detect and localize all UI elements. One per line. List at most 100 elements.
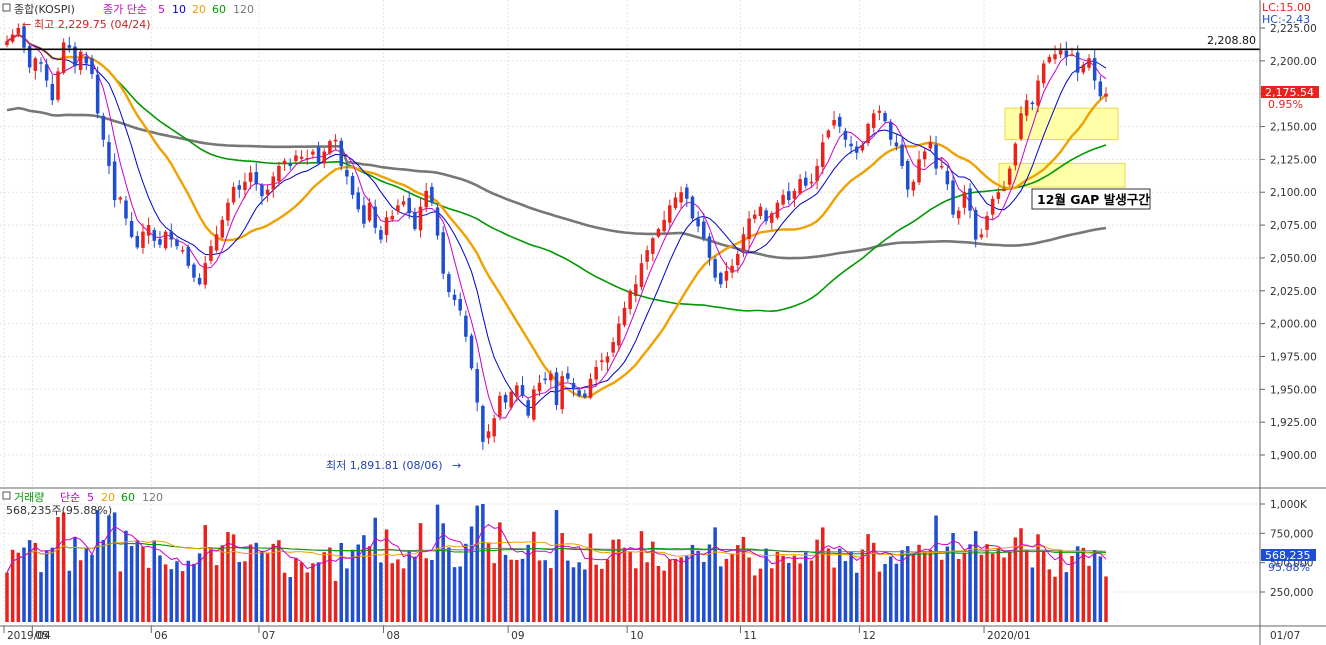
candle-up [10, 34, 15, 42]
volume-bar-up [979, 554, 984, 622]
volume-bar-up [367, 546, 372, 622]
candle-up [560, 376, 564, 410]
candle-down [345, 169, 349, 177]
candle-up [651, 238, 655, 254]
candle-down [441, 232, 445, 274]
volume-bar-up [832, 567, 836, 622]
candle-down [905, 160, 910, 190]
volume-bar-down [22, 547, 26, 622]
candle-up [656, 229, 661, 237]
candle-down [566, 373, 570, 379]
candle-down [124, 200, 128, 219]
candle-down [968, 188, 972, 211]
volume-bar-up [311, 563, 315, 622]
volume-legend-prefix: 단순 [60, 491, 80, 504]
annotation-box[interactable] [1031, 188, 1151, 210]
volume-bar-up [515, 559, 519, 622]
candle-down [435, 207, 440, 236]
volume-bar-down [696, 550, 700, 622]
volume-legend-ma-20: 20 [101, 491, 115, 504]
gap-zone-upper [1004, 107, 1119, 141]
candle-down [135, 236, 140, 248]
candle-up [141, 231, 145, 248]
candle-up [645, 250, 649, 262]
volume-bar-up [651, 541, 655, 622]
volume-bar-up [560, 533, 564, 622]
candle-down [894, 142, 899, 147]
candle-down [707, 236, 712, 258]
candle-down [158, 239, 162, 245]
panel-box-icon[interactable] [2, 3, 11, 12]
volume-bar-down [373, 517, 377, 622]
volume-bar-down [951, 532, 955, 622]
candle-down [1064, 50, 1069, 57]
candle-up [832, 119, 836, 126]
candle-up [668, 205, 672, 223]
candle-down [39, 62, 43, 64]
volume-bar-down [430, 559, 434, 622]
volume-bar-down [945, 546, 950, 622]
candle-down [526, 400, 530, 416]
volume-bar-up [792, 555, 797, 622]
volume-legend-ma-5: 5 [87, 491, 94, 504]
volume-bar-down [356, 544, 360, 622]
volume-bar-up [418, 523, 423, 622]
candle-down [373, 206, 377, 228]
candle-down [503, 394, 508, 403]
candle-up [118, 197, 123, 200]
volume-legend[interactable]: 거래량 단순 5 20 60 120 568,235주(95.88%) [2, 491, 163, 517]
candle-up [146, 225, 151, 236]
candle-down [571, 382, 576, 390]
volume-bar-up [322, 552, 326, 622]
volume-bar-down [435, 504, 440, 622]
volume-bar-up [747, 557, 751, 622]
price-legend[interactable]: 종합(KOSPI) 종가 단순 5 10 20 60 120 [2, 3, 254, 16]
candle-up [1002, 189, 1006, 192]
candle-down [112, 161, 117, 201]
volume-bar-up [1081, 547, 1086, 622]
volume-bar-down [158, 555, 162, 622]
candle-up [367, 202, 372, 221]
volume-bar-down [447, 547, 451, 622]
high-marker: ← 최고 2,229.75 (04/24) [22, 18, 151, 31]
volume-bar-up [917, 544, 921, 622]
volume-bar-down [50, 547, 55, 622]
candle-up [322, 151, 326, 164]
candle-down [520, 385, 525, 396]
candle-down [90, 58, 94, 74]
vol-ma20-line [6, 540, 1107, 573]
candle-down [339, 140, 343, 166]
candle-up [549, 373, 553, 381]
candle-down [356, 192, 360, 210]
candle-up [1019, 113, 1023, 139]
volume-bars [5, 504, 1108, 622]
candle-up [214, 234, 219, 251]
volume-bar-up [996, 547, 1001, 622]
volume-legend-ma-60: 60 [121, 491, 135, 504]
volume-bar-down [577, 562, 581, 622]
candle-down [186, 246, 191, 266]
x-tick-label: 2019/04 [7, 630, 51, 642]
panel-box-icon[interactable] [2, 491, 11, 500]
candle-down [447, 274, 451, 293]
volume-bar-up [328, 547, 332, 622]
candle-up [600, 360, 604, 363]
volume-bar-up [509, 559, 513, 622]
candle-down [362, 205, 366, 224]
volume-bar-up [532, 531, 536, 622]
candle-up [424, 190, 428, 208]
volume-bar-down [905, 546, 910, 622]
candle-down [464, 315, 468, 337]
current-price-box [1261, 86, 1319, 98]
volume-bar-up [656, 565, 661, 622]
x-tick-label: 2020/01 [987, 630, 1031, 642]
volume-bar-down [713, 527, 717, 622]
candle-up [741, 234, 746, 251]
candlesticks [5, 23, 1108, 450]
candle-up [220, 219, 225, 238]
candle-down [475, 368, 479, 403]
volume-bar-down [39, 572, 43, 622]
volume-bar-up [33, 542, 38, 622]
